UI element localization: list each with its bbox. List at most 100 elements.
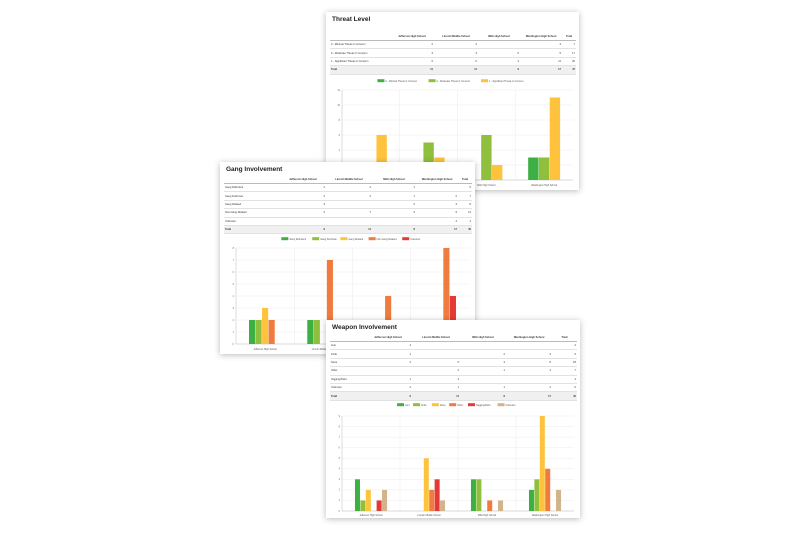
legend-label: Gang Dushman: [320, 238, 337, 241]
table-cell: 7: [552, 366, 577, 376]
y-tick-label: 5: [339, 457, 341, 460]
table-cell: 2: [326, 183, 372, 193]
table-cell: 7: [562, 40, 576, 50]
legend-label: 0 - Minimal Threat or Concern: [385, 80, 417, 83]
y-tick-label: 6: [233, 271, 235, 274]
legend-label: Non-Gang Related: [377, 238, 398, 241]
table-cell: 8: [458, 200, 472, 210]
table-cell: 45: [552, 391, 577, 401]
weapon-involvement-chart: Gun Knife None Other Tagging/Paint Unknown 0 1 2…: [339, 403, 574, 517]
table-cell: [364, 366, 412, 376]
table-cell: 2: [416, 191, 458, 201]
table-cell: [280, 217, 326, 226]
table-cell: 9: [416, 208, 458, 218]
table-cell: 2: [390, 40, 434, 50]
column-header: Lincoln Middle School: [412, 334, 460, 342]
weapon-involvement-card: Weapon Involvement Jefferson High School…: [326, 320, 580, 518]
table-row: 1 - Significant Threat or Concern 6 6 3 11 26: [330, 57, 576, 67]
y-tick-label: 9: [339, 415, 341, 418]
row-label: Total: [224, 225, 280, 235]
bar: [443, 248, 450, 344]
row-label: Tagging/Paint: [330, 375, 364, 384]
y-tick-label: 1: [339, 499, 341, 502]
table-cell: 8: [372, 225, 416, 235]
table-cell: 9: [364, 391, 412, 401]
column-header: Lincoln Middle School: [326, 176, 372, 184]
legend-swatch: [481, 79, 489, 83]
column-header: Mills High School: [372, 176, 416, 184]
bar: [249, 320, 256, 344]
row-label: Unknown: [330, 383, 364, 393]
table-row: Knife 1 2 3 6: [330, 349, 577, 359]
table-header-row: Jefferson High School Lincoln Middle Scho…: [224, 176, 472, 184]
table-row: Other 2 1 4 7: [330, 366, 577, 376]
bar: [549, 97, 561, 180]
x-tick-label: Washington High School: [531, 184, 558, 187]
bar: [313, 320, 320, 344]
table-cell: 6: [552, 349, 577, 359]
y-tick-label: 2: [233, 319, 235, 322]
row-label: 0 - Minimal Threat or Concern: [330, 40, 390, 50]
bar: [538, 157, 550, 180]
legend-swatch: [497, 403, 505, 407]
bar: [262, 308, 269, 344]
column-header: Mills High School: [460, 334, 506, 342]
table-row: Gun 4 4: [330, 341, 577, 351]
table-cell: 6: [434, 57, 478, 67]
table-cell: 3: [280, 200, 326, 210]
legend-label: Gun: [405, 404, 410, 407]
bar: [365, 489, 371, 511]
x-tick-label: Mills High School: [477, 184, 496, 187]
table-header-row: Jefferson High School Lincoln Middle Scho…: [330, 33, 576, 41]
table-row: Unknown 4 4: [224, 217, 472, 226]
y-tick-label: 8: [339, 425, 341, 428]
table-header-row: Jefferson High School Lincoln Middle Scho…: [330, 334, 577, 342]
bar: [498, 500, 504, 511]
table-row: None 2 5 3 8 18: [330, 358, 577, 368]
table-cell: 8: [460, 391, 506, 401]
table-cell: [416, 183, 458, 193]
column-header: Total: [552, 334, 577, 342]
y-tick-label: 8: [339, 119, 341, 122]
legend-swatch: [377, 79, 385, 83]
legend-swatch: [467, 403, 475, 407]
legend-swatch: [281, 237, 289, 241]
y-tick-label: 3: [339, 478, 341, 481]
y-tick-label: 1: [233, 331, 235, 334]
table-cell: 7: [458, 191, 472, 201]
table-cell: [478, 40, 520, 50]
row-label: Gun: [330, 341, 364, 351]
table-total-row: Total 9 11 8 17 45: [330, 391, 577, 401]
legend-swatch: [428, 79, 436, 83]
table-cell: 11: [412, 391, 460, 401]
legend-swatch: [340, 237, 348, 241]
bar: [539, 416, 545, 511]
table-row: Gang Refindent 2 2 1 5: [224, 183, 472, 193]
x-tick-label: Lincoln Middle School: [417, 514, 441, 517]
row-label: Other: [330, 366, 364, 376]
y-tick-label: 10: [337, 104, 340, 107]
table-cell: 4: [552, 375, 577, 384]
table-cell: 45: [458, 225, 472, 235]
table-cell: 2: [364, 358, 412, 368]
bar: [434, 479, 440, 511]
card-title: Weapon Involvement: [332, 324, 397, 331]
column-header: [330, 334, 364, 342]
table-cell: 1: [364, 349, 412, 359]
table-cell: 26: [562, 57, 576, 67]
y-tick-label: 3: [233, 307, 235, 310]
legend-swatch: [397, 403, 405, 407]
threat-level-table: Jefferson High School Lincoln Middle Scho…: [330, 33, 576, 75]
legend-label: 0 - Moderate Threat or Concern: [437, 80, 471, 83]
table-cell: 11: [326, 225, 372, 235]
column-header: Jefferson High School: [280, 176, 326, 184]
table-cell: [412, 349, 460, 359]
table-cell: 3: [390, 48, 434, 58]
y-tick-label: 7: [339, 436, 341, 439]
table-cell: 17: [520, 65, 562, 75]
bar: [470, 479, 476, 511]
x-tick-label: Lincoln Middle School: [312, 348, 336, 351]
bar: [528, 489, 534, 511]
row-label: Total: [330, 65, 390, 75]
y-tick-label: 7: [233, 259, 235, 262]
